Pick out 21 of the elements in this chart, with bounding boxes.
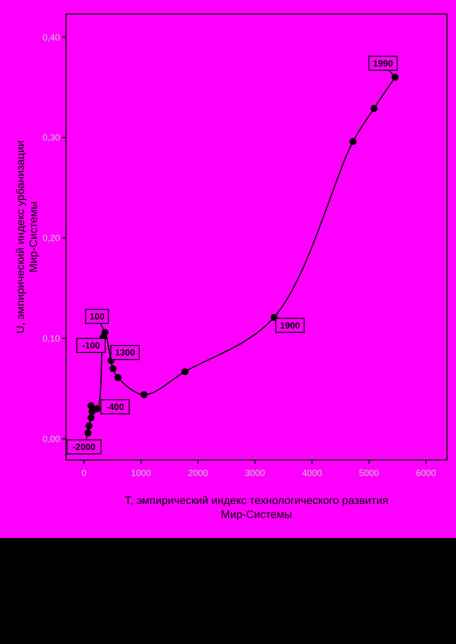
x-tick-label: 0 (82, 468, 87, 478)
annotation: 1900 (280, 320, 300, 331)
x-tick-label: 6000 (416, 468, 436, 478)
x-tick-label: 3000 (245, 468, 266, 478)
x-tick-label: 4000 (302, 468, 322, 478)
y-axis-title: U, эмпирический индекс урбанизации Мир-Системы (15, 140, 40, 334)
annotation: -100 (82, 340, 100, 351)
y-tick-label: 0,40 (42, 32, 60, 42)
annotation: -400 (106, 402, 124, 412)
annotation: -2000 (72, 442, 96, 452)
y-tick-label: 0,20 (42, 233, 60, 244)
y-tick-label: 0,10 (42, 334, 60, 344)
annotation: 100 (89, 312, 105, 322)
x-tick-label: 1000 (131, 468, 152, 478)
y-tick-label: 0,00 (42, 434, 60, 444)
x-axis-title: T, эмпирический индекс технологического развития Мир-Системы (124, 495, 388, 521)
annotation: 1990 (373, 58, 394, 68)
annotation: 1300 (115, 348, 136, 358)
x-tick-label: 2000 (188, 468, 208, 478)
x-tick-label: 5000 (359, 468, 380, 478)
y-tick-label: 0,30 (42, 132, 60, 143)
